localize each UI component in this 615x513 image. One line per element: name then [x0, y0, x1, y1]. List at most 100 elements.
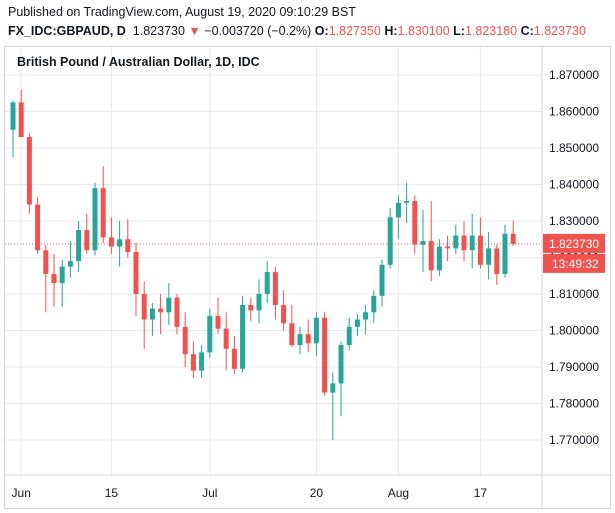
- candle-body: [330, 383, 336, 393]
- candle-body: [297, 334, 303, 346]
- change-arrow-icon: ▼: [188, 24, 201, 38]
- candle-body: [59, 266, 65, 284]
- candle-body: [133, 252, 139, 294]
- y-tick-label: 1.790000: [549, 360, 599, 374]
- last-price-tag: [543, 233, 605, 253]
- candle-body: [486, 248, 492, 265]
- close-label: C:: [520, 24, 534, 38]
- candle-body: [51, 273, 57, 284]
- candle-body: [84, 230, 90, 251]
- candle-body: [67, 261, 73, 267]
- y-tick-label: 1.800000: [549, 324, 599, 338]
- quote-line: FX_IDC:GBPAUD, D 1.823730 ▼ −0.003720 (−…: [8, 24, 586, 38]
- candle-body: [395, 202, 401, 218]
- candle-body: [182, 326, 188, 355]
- candle-body: [125, 239, 131, 253]
- candle-body: [420, 241, 426, 245]
- chart-title: British Pound / Australian Dollar, 1D, I…: [17, 55, 260, 69]
- candle-body: [141, 294, 147, 320]
- candle-body: [445, 246, 451, 249]
- low-value: 1.823180: [464, 24, 518, 38]
- candle-body: [412, 200, 418, 245]
- x-tick-label: Aug: [388, 486, 409, 500]
- countdown-tag-label: 13:49:32: [552, 257, 599, 271]
- y-tick-label: 1.860000: [549, 105, 599, 119]
- last-price: 1.823730: [132, 24, 185, 38]
- candle-body: [469, 235, 475, 251]
- candle-body: [305, 334, 311, 344]
- candle-body: [461, 235, 467, 251]
- symbol-label[interactable]: FX_IDC:GBPAUD, D: [8, 24, 126, 38]
- candle-body: [248, 304, 254, 311]
- candle-body: [453, 235, 459, 249]
- candle-body: [272, 272, 278, 305]
- y-tick-label: 1.830000: [549, 214, 599, 228]
- y-tick-label: 1.770000: [549, 433, 599, 447]
- candle-body: [117, 239, 123, 247]
- last-price-tag-label: 1.823730: [549, 237, 599, 251]
- y-tick-label: 1.870000: [549, 68, 599, 82]
- open-value: 1.827350: [328, 24, 381, 38]
- candle-body: [379, 264, 385, 296]
- candle-body: [26, 137, 32, 205]
- candle-body: [18, 102, 24, 138]
- candle-body: [363, 312, 369, 320]
- candle-body: [223, 328, 229, 349]
- candlestick-chart[interactable]: 1.870000 1.860000 1.850000 1.840000 1.830000…: [5, 47, 612, 510]
- candle-body: [76, 230, 82, 262]
- y-tick-label: 1.780000: [549, 397, 599, 411]
- candle-body: [149, 308, 155, 320]
- x-tick-label: 17: [474, 486, 488, 500]
- candle-body: [322, 317, 328, 393]
- low-label: L:: [453, 24, 465, 38]
- candle-body: [10, 102, 16, 130]
- candle-body: [289, 323, 295, 346]
- candle-body: [256, 294, 262, 311]
- candle-body: [371, 295, 377, 313]
- candle-body: [477, 235, 483, 265]
- candle-body: [428, 241, 434, 271]
- candle-body: [100, 188, 106, 238]
- candle-body: [35, 204, 41, 251]
- chart-header: Published on TradingView.com, August 19,…: [0, 0, 615, 46]
- candle-body: [510, 233, 516, 244]
- candle-body: [404, 200, 410, 203]
- x-tick-label: 15: [105, 486, 119, 500]
- x-tick-label: Jul: [202, 486, 217, 500]
- candle-body: [346, 326, 352, 346]
- candle-body: [166, 297, 172, 313]
- candle-body: [43, 250, 49, 274]
- x-tick-label: Jun: [12, 486, 31, 500]
- x-tick-label: 20: [310, 486, 324, 500]
- countdown-tag: [543, 253, 605, 273]
- candle-body: [436, 246, 442, 271]
- candle-body: [158, 308, 164, 313]
- candle-body: [215, 315, 221, 329]
- price-change: −0.003720 (−0.2%): [204, 24, 312, 38]
- candle-body: [313, 317, 319, 344]
- high-label: H:: [384, 24, 398, 38]
- y-tick-label: 1.840000: [549, 178, 599, 192]
- candle-body: [502, 233, 508, 274]
- candle-body: [207, 315, 213, 353]
- candle-body: [354, 319, 360, 327]
- candle-body: [108, 237, 114, 247]
- candle-body: [281, 304, 287, 324]
- candle-body: [387, 217, 393, 265]
- y-tick-label: 1.810000: [549, 287, 599, 301]
- candle-body: [174, 297, 180, 327]
- y-tick-label: 1.850000: [549, 141, 599, 155]
- candle-body: [338, 345, 344, 384]
- candle-body: [264, 272, 270, 294]
- open-label: O:: [314, 24, 329, 38]
- candle-body: [92, 188, 98, 251]
- close-value: 1.823730: [533, 24, 586, 38]
- candle-body: [190, 354, 196, 371]
- high-value: 1.830100: [397, 24, 450, 38]
- published-note: Published on TradingView.com, August 19,…: [8, 5, 356, 19]
- candle-body: [240, 304, 246, 369]
- chart-panel[interactable]: 1.870000 1.860000 1.850000 1.840000 1.830000…: [4, 46, 612, 510]
- candle-body: [231, 348, 237, 369]
- candle-body: [199, 352, 205, 371]
- candle-body: [494, 248, 500, 274]
